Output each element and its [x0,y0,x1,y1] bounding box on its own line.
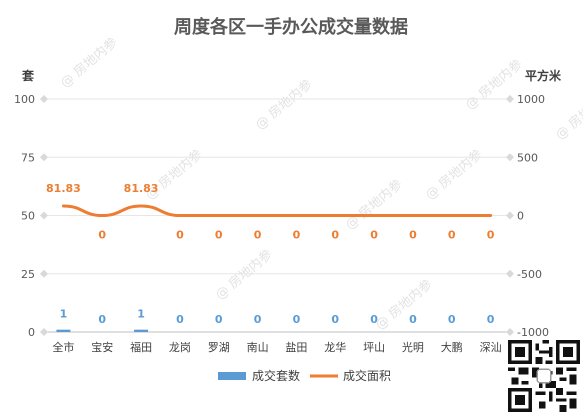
left-tick-label: 50 [21,210,35,223]
category-label: 全市 [52,340,74,354]
gridline-marker-left [40,269,48,278]
right-tick-label: -1000 [517,326,549,339]
watermark-text: @ 房地内参 [372,276,435,333]
category-label: 福田 [130,340,152,354]
line-data-label: 0 [448,229,456,242]
bar [56,329,71,332]
bar-data-label: 0 [98,313,106,326]
line-data-label: 0 [176,229,184,242]
watermark-text: @ 房地内参 [552,86,583,143]
right-tick-label: 0 [517,210,524,223]
line-data-label: 81.83 [46,182,81,195]
bar-data-label: 0 [409,313,417,326]
line-series [61,204,493,218]
category-label: 大鹏 [441,340,463,354]
bar-data-label: 0 [331,313,339,326]
gridline-marker-right [506,328,514,336]
bar-data-label: 0 [215,313,223,326]
bar-data-label: 0 [176,313,184,326]
qr-code-icon [508,340,580,412]
left-tick-label: 25 [21,268,35,281]
bar-data-labels: 1 0 1 0 0 0 0 0 0 0 0 0 [60,308,495,326]
line-data-label: 0 [215,229,223,242]
category-label: 罗湖 [208,341,230,354]
bar-data-label: 0 [293,313,301,326]
right-tick-label: 1000 [517,93,545,106]
category-label: 南山 [247,341,269,354]
bar [134,329,149,332]
bar-data-label: 1 [60,308,68,321]
gridline-marker-left [40,95,48,103]
legend-swatch-bar [218,372,246,380]
right-axis-ticks: -1000 -500 0 500 1000 [517,93,549,339]
watermark-text: @ 房地内参 [342,176,405,233]
line-data-label: 0 [487,229,495,242]
line-data-label: 0 [293,229,301,242]
watermark-text: @ 房地内参 [57,34,120,91]
left-tick-label: 100 [14,93,35,106]
line-data-label: 0 [409,229,417,242]
gridline-marker-right [506,95,514,103]
category-label: 龙华 [324,340,346,354]
line-data-label: 0 [331,229,339,242]
legend-label-line: 成交面积 [343,368,391,383]
line-data-label: 81.83 [124,182,159,195]
gridline-marker-left [40,211,48,220]
bar-data-label: 0 [370,313,378,326]
category-label: 宝安 [91,340,113,354]
gridline-marker-left [40,153,48,162]
left-axis-ticks: 0 25 50 75 100 [14,93,35,339]
line-data-labels: 81.83 0 81.83 0 0 0 0 0 0 0 0 0 [46,182,495,242]
left-axis-label: 套 [21,68,35,83]
gridline-marker-right [506,153,514,162]
category-label: 光明 [402,340,424,354]
bar-data-label: 0 [487,313,495,326]
line-data-label: 0 [370,229,378,242]
watermark-text: @ 房地内参 [422,146,485,203]
left-tick-label: 75 [21,151,35,164]
right-tick-label: 500 [517,151,538,164]
category-label: 坪山 [363,341,385,354]
area-line [61,204,493,218]
left-tick-label: 0 [28,326,35,339]
category-label: 深汕 [480,341,502,354]
line-data-label: 0 [254,229,262,242]
line-data-label: 0 [98,229,106,242]
gridline-marker-left [40,328,48,336]
chart-title: 周度各区一手办公成交量数据 [174,16,408,38]
watermark-text: @ 房地内参 [212,246,275,303]
right-tick-label: -500 [517,268,542,281]
legend-label-bar: 成交套数 [252,368,300,383]
category-label: 龙岗 [169,341,191,354]
watermark-text: @ 房地内参 [252,76,315,133]
bar-series [56,329,149,332]
legend: 成交套数 成交面积 [218,368,391,383]
category-labels: 全市 宝安 福田 龙岗 罗湖 南山 盐田 龙华 坪山 光明 大鹏 深汕 [52,340,501,354]
bar-data-label: 0 [448,313,456,326]
gridline-marker-right [506,269,514,278]
bar-data-label: 0 [254,313,262,326]
gridline-marker-right [506,211,514,220]
bar-data-label: 1 [137,308,145,321]
right-axis-label: 平方米 [525,68,562,83]
category-label: 盐田 [285,341,307,354]
